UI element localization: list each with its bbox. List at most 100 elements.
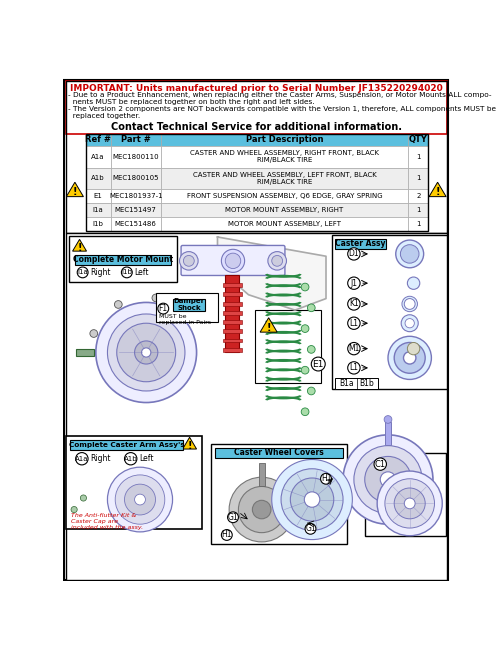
Circle shape [124,453,137,465]
Text: CASTER AND WHEEL ASSEMBLY, LEFT FRONT, BLACK
RIM/BLACK TIRE: CASTER AND WHEEL ASSEMBLY, LEFT FRONT, B… [192,172,376,185]
Circle shape [305,524,316,534]
Bar [258,464,265,486]
Circle shape [384,415,392,423]
Text: !: ! [72,187,77,197]
Bar [225,276,239,353]
Circle shape [308,387,315,395]
Text: J1: J1 [350,279,358,288]
Circle shape [388,336,432,379]
Circle shape [115,475,165,524]
Circle shape [222,530,232,541]
Text: Complete Caster Arm Assy's: Complete Caster Arm Assy's [68,442,184,448]
Text: FRONT SUSPENSION ASSEMBLY, Q6 EDGE, GRAY SPRING: FRONT SUSPENSION ASSEMBLY, Q6 EDGE, GRAY… [186,193,382,199]
Text: QTY: QTY [409,135,428,144]
Bar [408,203,428,217]
Bar [223,320,242,324]
Circle shape [281,469,343,530]
Text: A1b: A1b [124,456,138,462]
Circle shape [124,484,156,515]
Bar [336,238,386,249]
Bar [223,311,242,315]
Circle shape [377,471,442,535]
Bar [161,168,408,189]
Bar [161,203,408,217]
Circle shape [108,314,185,391]
Text: Caster Wheel Covers: Caster Wheel Covers [234,449,324,458]
Text: Damper
Shock: Damper Shock [174,298,204,311]
FancyBboxPatch shape [181,246,285,276]
Bar [110,146,161,168]
Bar [212,444,347,544]
Text: L1: L1 [350,363,358,372]
Circle shape [394,342,425,374]
Text: - Due to a Product Enhancement, when replacing either the Caster Arms, Suspensio: - Due to a Product Enhancement, when rep… [68,92,492,105]
Bar [215,448,343,458]
Text: K1: K1 [349,300,359,308]
Circle shape [354,445,422,513]
Bar [86,203,110,217]
Circle shape [301,408,309,415]
Circle shape [308,304,315,311]
Bar [332,234,447,389]
Text: Right: Right [90,454,111,463]
Circle shape [348,277,360,289]
Text: I1b: I1b [92,221,104,227]
Text: M1: M1 [348,344,360,353]
Text: The Anti-flutter Kit &
Caster Cap are
included with the assy.: The Anti-flutter Kit & Caster Cap are in… [71,513,143,530]
Text: CASTER AND WHEEL ASSEMBLY, RIGHT FRONT, BLACK
RIM/BLACK TIRE: CASTER AND WHEEL ASSEMBLY, RIGHT FRONT, … [190,150,379,163]
Bar [68,236,177,282]
Bar [223,348,242,352]
Circle shape [301,366,309,374]
Bar [172,298,205,311]
Text: Left: Left [134,268,149,277]
Circle shape [134,494,145,505]
Text: D1: D1 [348,249,359,259]
Bar [66,233,447,580]
Polygon shape [260,318,277,332]
Circle shape [343,435,433,524]
Text: MUST be
replaced in Pairs: MUST be replaced in Pairs [160,314,212,325]
Bar [66,82,447,134]
Text: Complete Motor Mount: Complete Motor Mount [73,255,173,264]
Circle shape [222,249,244,272]
Bar [385,422,391,445]
Text: Ref #: Ref # [85,135,111,144]
Circle shape [385,479,434,528]
Polygon shape [218,237,326,310]
Text: L1: L1 [350,319,358,328]
Circle shape [408,342,420,355]
Bar [254,310,320,383]
Circle shape [401,315,418,332]
Bar [76,349,94,356]
Circle shape [404,498,415,509]
Circle shape [301,283,309,291]
Polygon shape [429,182,446,197]
Circle shape [272,460,352,539]
Text: 1: 1 [416,221,420,227]
Bar [66,436,202,529]
Text: A1a: A1a [75,456,88,462]
Circle shape [272,255,282,266]
Circle shape [290,478,334,521]
Text: Part #: Part # [121,135,150,144]
Text: 2: 2 [416,193,420,199]
Circle shape [405,319,414,328]
Circle shape [116,323,176,382]
Text: MEC151497: MEC151497 [115,207,156,213]
Text: A1a: A1a [92,154,105,160]
Text: 1: 1 [416,207,420,213]
Text: H1: H1 [222,530,232,539]
Bar [223,293,242,296]
Bar [365,453,446,535]
Circle shape [114,300,122,308]
Text: !: ! [188,441,192,451]
Text: 1: 1 [416,154,420,160]
Circle shape [71,507,77,513]
Text: E1: E1 [312,360,324,368]
Circle shape [77,267,88,278]
Bar [223,339,242,342]
Circle shape [152,294,160,302]
Circle shape [142,348,151,357]
Bar [156,293,218,323]
Circle shape [90,330,98,338]
